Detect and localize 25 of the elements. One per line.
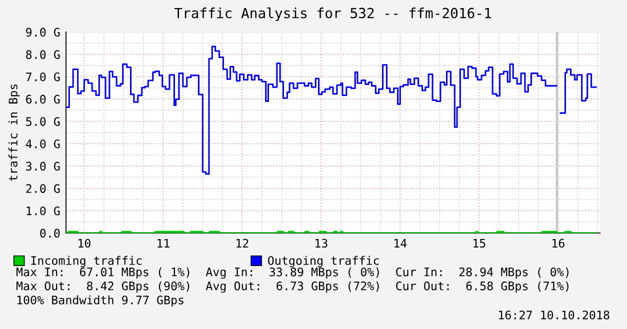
text: Max In: 67.01 MBps ( 1%) Avg In: 33.89 MBps ( 0%) Cur In: 28.94 MBps ( 0%) <box>16 267 568 279</box>
y-tick-label: 2.0 G <box>26 184 60 193</box>
y-tick-label: 1.0 G <box>26 206 60 216</box>
x-tick-label: 11 <box>158 238 170 248</box>
legend-label: Incoming traffic <box>31 256 142 268</box>
x-tick-label: 15 <box>474 238 486 248</box>
x-tick-label: 10 <box>78 238 90 248</box>
text: 16:27 10.10.2018 <box>499 310 610 320</box>
y-tick-label: 0.0 <box>40 228 60 238</box>
x-tick-label: 14 <box>394 238 407 248</box>
y-tick-label: 5.0 G <box>26 117 60 126</box>
y-tick-label: 9.0 G <box>26 28 60 37</box>
x-tick-label: 12 <box>236 238 248 248</box>
y-tick-label: 4.0 G <box>26 139 60 148</box>
y-tick-label: 3.0 G <box>26 162 60 171</box>
x-tick-label: 13 <box>316 238 328 248</box>
text: 100% Bandwidth 9.77 GBps <box>17 295 184 307</box>
y-tick-label: 7.0 G <box>26 72 60 82</box>
y-axis-title: traffic in Bps <box>8 84 20 181</box>
legend-label: Outgoing traffic <box>268 256 379 268</box>
chart-title: Traffic Analysis for 532 -- ffm-2016-1 <box>174 7 491 21</box>
x-tick-label: 16 <box>552 238 564 248</box>
y-tick-label: 8.0 G <box>26 50 60 59</box>
y-tick-label: 6.0 G <box>26 94 60 104</box>
text: Max Out: 8.42 GBps (90%) Avg Out: 6.73 GBps (72%) Cur Out: 6.58 GBps (71%) <box>16 281 568 293</box>
